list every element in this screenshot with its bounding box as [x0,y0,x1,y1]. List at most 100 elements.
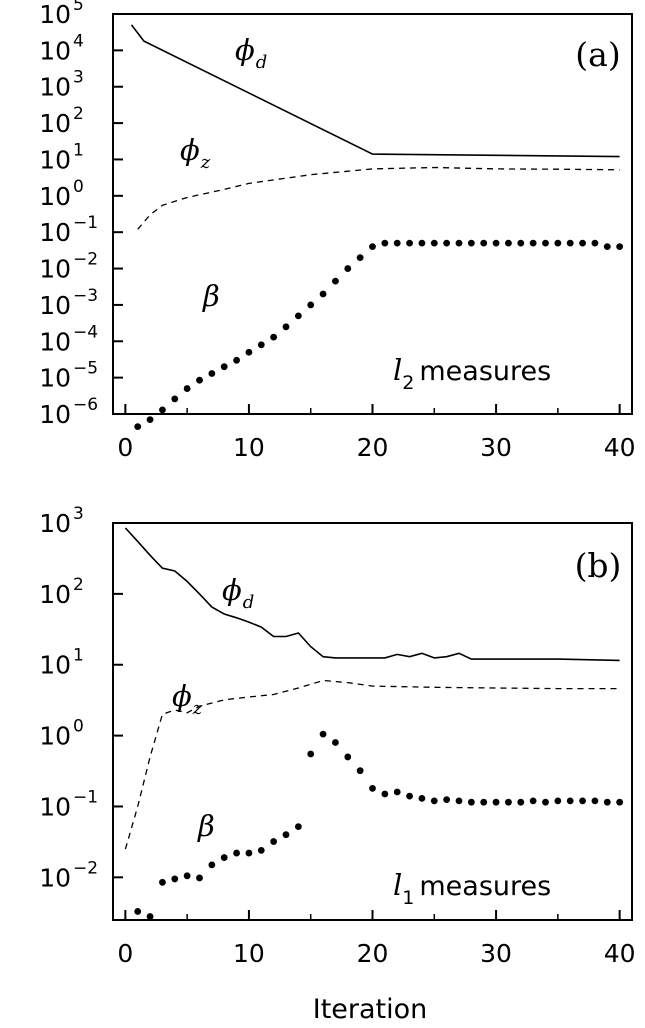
data-point [171,875,179,883]
data-point [134,423,142,431]
panel-a-annotation-text: measures [419,356,551,387]
data-point [406,239,413,247]
data-point [245,849,253,857]
series-line-phi-d [124,527,620,662]
y-tick-exponent: 3 [73,68,84,88]
data-point [233,849,240,857]
data-point [369,243,376,251]
y-tick-label: 10 [39,364,71,393]
y-tick-exponent: −5 [73,359,98,379]
y-tick-label: 10 [39,792,71,821]
data-point [381,790,389,798]
data-point [406,792,413,800]
data-point [603,243,611,251]
series-label: ϕz [172,679,203,719]
data-point [591,239,599,247]
y-tick-exponent: 5 [73,0,84,15]
data-point [542,798,549,806]
x-tick-label: 0 [117,433,133,462]
data-point [492,239,500,247]
x-tick-label: 0 [117,939,133,968]
y-tick-exponent: 2 [73,104,84,124]
x-tick-label: 40 [604,433,636,462]
y-tick-label: 10 [39,182,71,211]
y-tick-exponent: 1 [73,140,84,160]
panel-a-annotation: l2 measures [393,353,551,394]
data-point [257,341,265,349]
data-point [443,796,451,803]
y-tick-exponent: −1 [73,787,98,807]
data-point [319,290,327,298]
data-point [220,363,228,371]
y-tick-exponent: −2 [73,250,98,270]
y-tick-label: 10 [39,145,71,174]
data-point [282,831,290,839]
x-tick-label: 10 [233,433,265,462]
data-point [356,254,364,261]
y-tick-label: 10 [39,722,71,751]
y-tick-label: 10 [39,73,71,102]
data-point [566,797,574,805]
data-point [134,908,142,915]
x-tick-label: 20 [357,433,389,462]
y-tick-exponent: −4 [73,322,98,342]
data-point [294,312,302,320]
data-point [307,750,315,758]
data-point [319,730,327,738]
y-tick-label: 10 [39,0,71,29]
series-label: ϕd [235,33,267,73]
series-label: β [197,809,215,843]
data-point [455,797,463,805]
series-line-phi-z [124,679,620,850]
data-point [554,797,562,805]
panel-a-annotation-symbol: l [393,353,402,387]
y-tick-label: 10 [39,509,71,538]
data-point [245,348,253,356]
data-point [529,797,537,805]
series-beta-points [134,730,624,920]
y-tick-exponent: −3 [73,286,98,306]
data-point [307,301,315,309]
data-point [430,239,438,247]
series-line-phi-d [130,24,620,158]
y-tick-exponent: 4 [73,31,84,51]
data-point [616,798,624,806]
y-tick-label: 10 [39,255,71,284]
panel-a-annotation-subscript: 2 [402,372,414,394]
y-tick-exponent: 0 [73,717,84,737]
data-point [393,239,401,247]
data-point [369,784,376,792]
series-line-phi-z [137,166,620,230]
data-point [554,239,562,247]
data-point [455,239,463,247]
y-tick-label: 10 [39,580,71,609]
panel-b-annotation-subscript: 1 [402,887,414,909]
data-point [505,798,512,806]
series-label: ϕd [222,573,254,613]
data-point [208,370,216,377]
data-point [418,239,426,247]
data-point [159,878,166,886]
data-point [616,243,624,251]
data-point [220,854,228,861]
panel-b-annotation-symbol: l [393,868,402,902]
data-point [183,872,191,880]
data-point [505,239,512,247]
x-tick-label: 10 [233,939,265,968]
data-point [381,239,389,247]
data-point [344,753,352,761]
data-point [294,823,302,830]
y-tick-exponent: 1 [73,646,84,666]
data-point [332,277,339,285]
data-point [467,239,475,247]
data-point [467,798,475,806]
data-point [233,356,240,364]
y-tick-exponent: 0 [73,177,84,197]
data-point [529,239,537,247]
y-tick-label: 10 [39,109,71,138]
data-point [196,376,203,384]
panel-a-frame [112,13,633,415]
data-point [146,416,154,424]
